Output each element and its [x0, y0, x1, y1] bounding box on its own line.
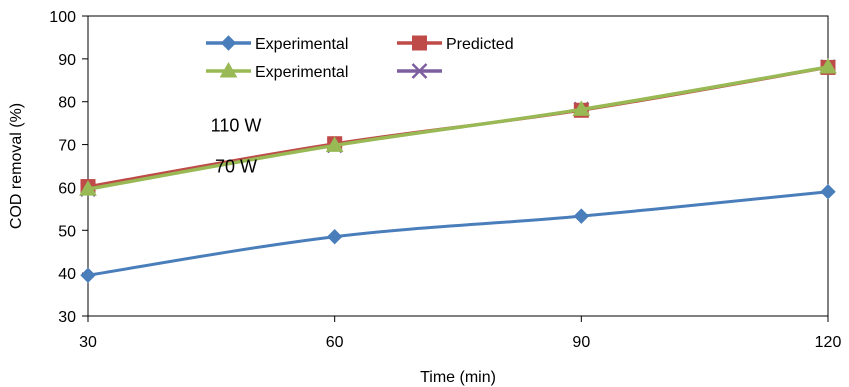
annotation-label: 110 W — [211, 116, 262, 136]
y-tick-label: 80 — [58, 95, 76, 112]
y-axis: 30 40 50 60 70 80 90 100 — [49, 9, 88, 326]
y-tick-label: 40 — [58, 266, 76, 283]
legend-item-2: Predicted — [397, 35, 514, 53]
annotation-label: 70 W — [215, 156, 257, 176]
y-tick-label: 30 — [58, 309, 76, 326]
series-3-point — [325, 136, 344, 152]
series-3-point — [79, 180, 97, 196]
x-tick-label: 60 — [326, 334, 344, 351]
series-1-point — [80, 267, 96, 283]
legend-item-3: Experimental — [206, 61, 348, 81]
series-1-point — [573, 208, 590, 224]
legend-swatch-marker — [411, 63, 428, 79]
legend: Experimental Predicted Experimental — [206, 35, 514, 81]
y-tick-label: 50 — [58, 223, 76, 240]
series-layer — [79, 57, 837, 283]
legend-label: Experimental — [255, 64, 348, 81]
x-tick-label: 120 — [815, 334, 842, 351]
x-tick-label: 30 — [79, 334, 97, 351]
legend-label: Predicted — [446, 36, 514, 53]
series-1-point — [820, 184, 836, 200]
series-3-point — [819, 57, 837, 74]
plot-area-frame — [87, 15, 829, 317]
series-3-line — [87, 65, 829, 191]
legend-swatch-marker — [220, 35, 237, 51]
y-tick-label: 90 — [58, 52, 76, 69]
legend-item-4 — [397, 63, 442, 79]
x-tick-label: 90 — [572, 334, 590, 351]
x-axis: 30 60 90 120 — [79, 316, 841, 351]
series-1 — [80, 184, 836, 283]
legend-swatch-marker — [219, 61, 238, 78]
series-3-point — [572, 100, 591, 116]
y-tick-label: 60 — [58, 180, 76, 197]
y-tick-label: 70 — [58, 138, 76, 155]
legend-label: Experimental — [255, 36, 348, 53]
legend-item-1: Experimental — [206, 35, 348, 53]
annotation-layer: 110 W 70 W — [211, 116, 262, 177]
series-1-line — [87, 190, 829, 277]
series-3 — [79, 57, 837, 196]
y-tick-label: 100 — [49, 9, 76, 26]
legend-swatch-marker — [412, 35, 427, 51]
y-axis-label: COD removal (%) — [8, 103, 25, 229]
series-1-point — [326, 229, 343, 245]
x-axis-label: Time (min) — [420, 369, 496, 386]
